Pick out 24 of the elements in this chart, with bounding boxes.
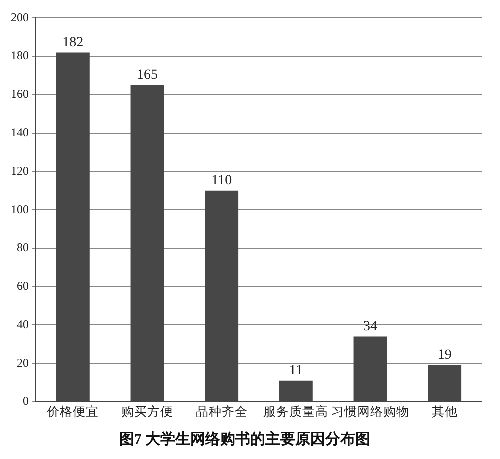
x-tick-label: 品种齐全 bbox=[196, 404, 248, 419]
y-tick-label: 60 bbox=[17, 279, 29, 294]
x-tick-label: 习惯网络购物 bbox=[332, 404, 410, 419]
y-tick-label: 100 bbox=[11, 202, 29, 216]
data-label: 34 bbox=[364, 319, 378, 334]
x-tick-label: 其他 bbox=[432, 404, 458, 419]
data-label: 165 bbox=[137, 68, 158, 84]
x-tick-label: 购买方便 bbox=[122, 404, 174, 419]
y-tick-label: 40 bbox=[17, 317, 29, 332]
data-label: 182 bbox=[62, 35, 84, 50]
x-tick-label: 服务质量高 bbox=[264, 404, 329, 419]
data-label: 110 bbox=[212, 174, 232, 189]
y-tick-label: 0 bbox=[23, 394, 29, 408]
y-tick-label: 180 bbox=[11, 48, 29, 63]
y-tick-label: 140 bbox=[11, 125, 29, 140]
y-tick-label: 160 bbox=[11, 87, 29, 102]
data-label: 19 bbox=[438, 348, 452, 364]
text: 图7 大学生网络购书的主要原因分布图 bbox=[119, 430, 371, 448]
y-tick-label: 200 bbox=[11, 10, 29, 24]
data-label: 11 bbox=[289, 364, 303, 379]
x-tick-label: 价格便宜 bbox=[46, 404, 100, 419]
y-tick-label: 80 bbox=[17, 240, 29, 255]
y-tick-label: 20 bbox=[17, 356, 29, 370]
y-tick-label: 120 bbox=[11, 164, 29, 178]
